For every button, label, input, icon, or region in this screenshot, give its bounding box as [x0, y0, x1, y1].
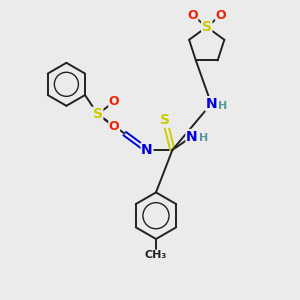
Text: N: N: [141, 143, 153, 157]
Text: N: N: [206, 97, 217, 111]
Text: N: N: [186, 130, 198, 144]
Text: O: O: [109, 120, 119, 133]
Text: O: O: [216, 8, 226, 22]
Text: S: S: [160, 113, 170, 127]
Text: O: O: [187, 8, 198, 22]
Text: H: H: [199, 133, 208, 143]
Text: S: S: [202, 20, 212, 34]
Text: H: H: [218, 101, 227, 111]
Text: CH₃: CH₃: [145, 250, 167, 260]
Text: S: S: [93, 107, 103, 121]
Text: O: O: [109, 95, 119, 108]
